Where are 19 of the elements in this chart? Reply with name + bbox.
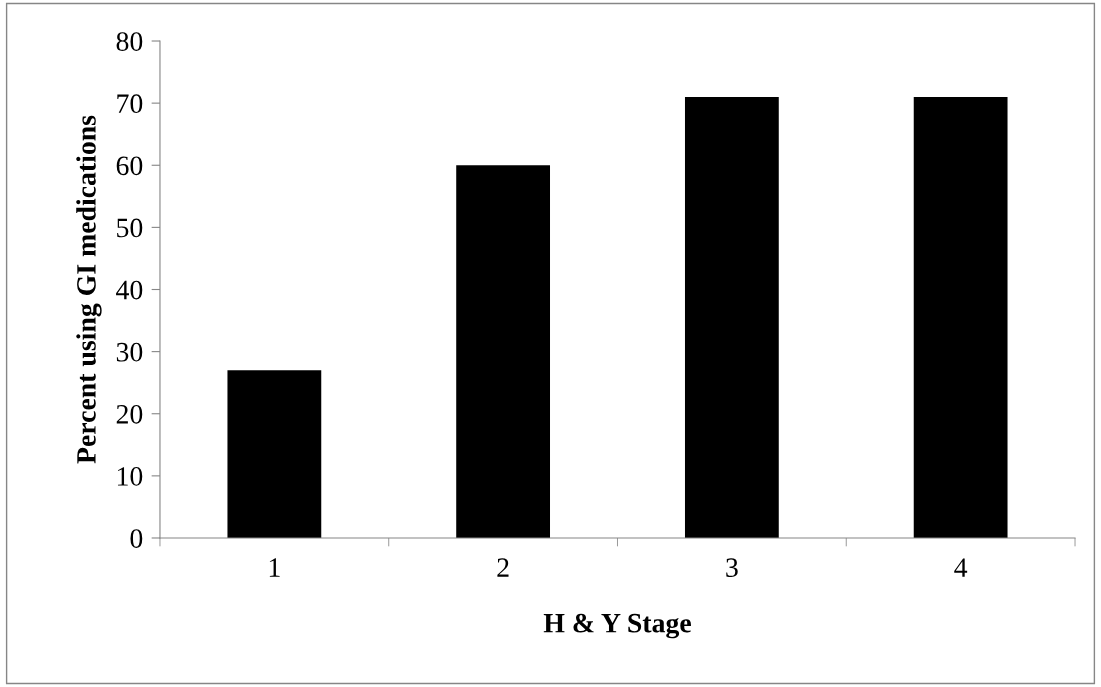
x-tick-label: 3 [726, 558, 738, 577]
y-tick-label: 50 [117, 218, 143, 238]
x-tick-label: 1 [269, 558, 280, 577]
y-tick-label: 20 [116, 404, 143, 424]
bar [227, 370, 322, 538]
y-tick-label: 40 [116, 280, 143, 300]
bar [913, 96, 1008, 538]
y-tick-label: 10 [117, 467, 143, 486]
y-tick-label: 80 [116, 32, 143, 51]
y-tick-label: 70 [117, 94, 143, 114]
bar [456, 165, 551, 538]
x-tick-label: 4 [954, 558, 968, 577]
y-tick-label: 30 [116, 342, 143, 362]
bar [684, 96, 779, 538]
y-tick-label: 0 [130, 529, 143, 548]
y-axis-title: Percent using GI medications [76, 115, 102, 464]
x-tick-label: 2 [497, 558, 509, 577]
x-axis-title: H & Y Stage [543, 613, 691, 639]
y-tick-label: 60 [116, 156, 143, 176]
